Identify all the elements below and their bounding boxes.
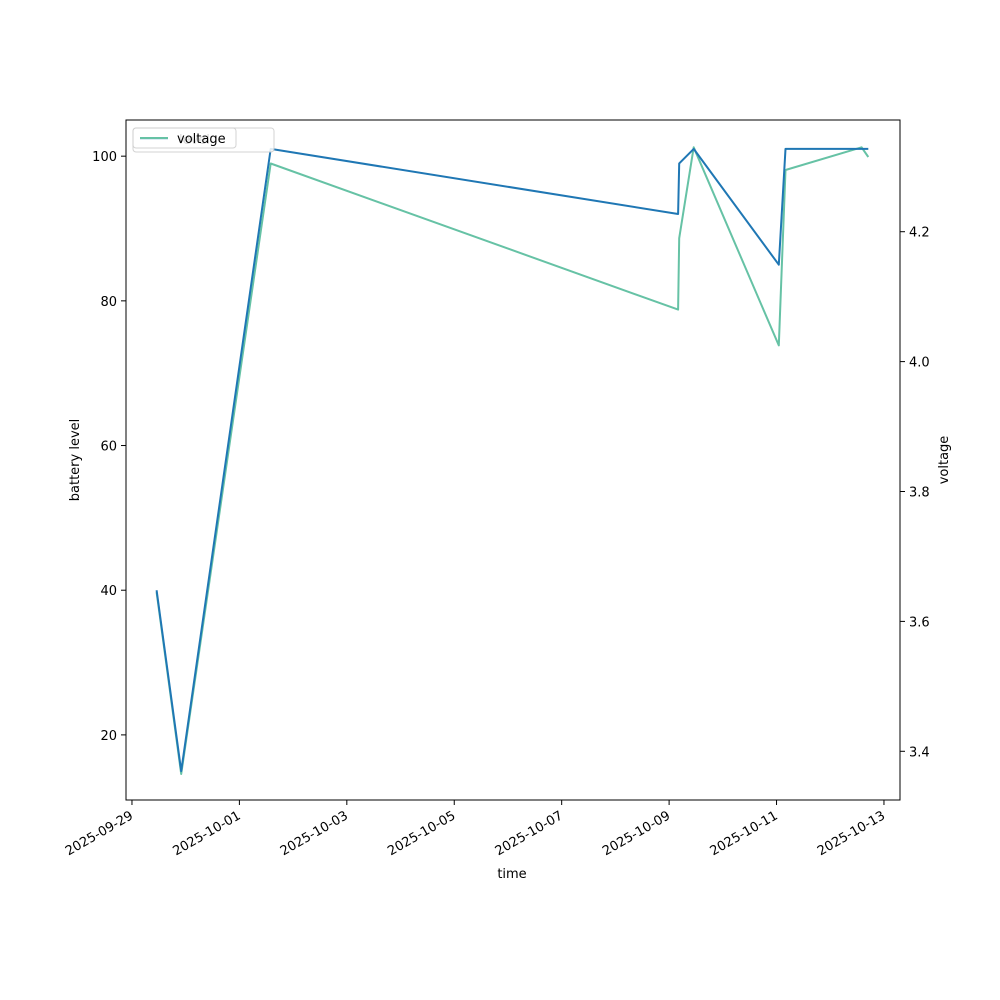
legend-entry-voltage: voltage — [177, 132, 226, 147]
plot-frame — [125, 119, 901, 801]
y-axis-label: battery level — [68, 419, 83, 502]
x-tick-label: 2025-10-11 — [708, 808, 781, 859]
x-tick-label: 2025-10-07 — [493, 808, 566, 859]
x-axis-ticks: 2025-09-29 2025-10-01 2025-10-03 2025-10-05… — [63, 800, 888, 859]
plot-area — [126, 120, 900, 800]
series-lines — [155, 146, 870, 775]
legend-box-voltage: voltage — [132, 127, 237, 149]
y2-tick-label: 3.8 — [909, 485, 930, 500]
y-tick-label: 60 — [100, 440, 117, 455]
y-tick-label: 80 — [100, 295, 117, 310]
x-tick-label: 2025-10-13 — [815, 808, 888, 859]
y-tick-label: 100 — [92, 150, 117, 165]
y-tick-label: 20 — [100, 729, 117, 744]
x-tick-label: 2025-10-03 — [278, 808, 351, 859]
y2-tick-label: 4.2 — [909, 226, 930, 241]
y2-tick-label: 4.0 — [909, 356, 930, 371]
x-axis-label: time — [497, 867, 526, 882]
x-tick-label: 2025-09-29 — [63, 808, 136, 859]
y-tick-label: 40 — [100, 584, 117, 599]
y2-axis-label: voltage — [937, 436, 952, 485]
y-axis-ticks: 20 40 60 80 100 — [92, 150, 126, 744]
x-tick-label: 2025-10-05 — [385, 808, 458, 859]
x-tick-label: 2025-10-01 — [170, 808, 243, 859]
y2-tick-label: 3.6 — [909, 615, 930, 630]
y2-tick-label: 3.4 — [909, 745, 930, 760]
x-tick-label: 2025-10-09 — [600, 808, 673, 859]
series-line-voltage — [155, 146, 870, 775]
y2-axis-ticks: 3.4 3.6 3.8 4.0 4.2 — [900, 226, 930, 760]
series-line-level — [155, 147, 869, 773]
